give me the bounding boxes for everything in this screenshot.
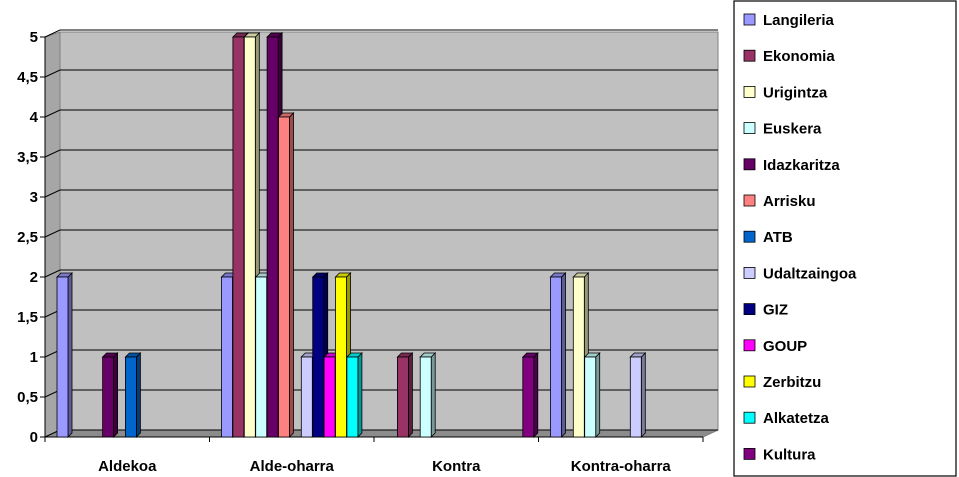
- legend-label: Langileria: [763, 12, 835, 29]
- legend-item: Ekonomia: [743, 48, 835, 65]
- legend-item: GOUP: [743, 338, 807, 355]
- x-category-label: Alde-oharra: [250, 458, 335, 475]
- legend-item: Urigintza: [743, 84, 828, 101]
- y-tick-label: 1,5: [17, 309, 38, 326]
- legend-swatch: [743, 86, 756, 98]
- y-tick-label: 5: [30, 29, 38, 46]
- legend-swatch: [743, 411, 756, 424]
- legend-swatch: [743, 194, 756, 207]
- y-tick-label: 1: [30, 349, 38, 366]
- legend-label: GIZ: [763, 302, 788, 319]
- legend-swatch: [743, 447, 756, 460]
- legend-swatch: [743, 339, 756, 352]
- x-category-label: Kontra-oharra: [571, 458, 672, 475]
- plot-area: [44, 29, 719, 438]
- legend-swatch: [743, 266, 756, 279]
- bar: [629, 352, 647, 438]
- legend-item: Euskera: [743, 121, 822, 138]
- legend-swatch: [743, 375, 756, 388]
- bar: [345, 352, 363, 438]
- legend-swatch: [743, 122, 756, 134]
- legend-label: Udaltzaingoa: [763, 265, 857, 282]
- y-tick-label: 2,5: [17, 229, 38, 246]
- gridline: [44, 109, 718, 118]
- y-tick-label: 2: [30, 269, 38, 286]
- bar: [277, 112, 295, 438]
- legend-label: Urigintza: [763, 84, 828, 101]
- legend-swatch: [743, 303, 756, 316]
- legend-label: Arrisku: [763, 193, 816, 210]
- legend-item: Langileria: [743, 12, 835, 29]
- legend-box: [733, 0, 957, 477]
- y-tick-label: 3: [30, 189, 38, 206]
- bar: [56, 272, 73, 438]
- bar: [521, 352, 539, 438]
- legend: Langileria Ekonomia Urigintza Euskera Idazka…: [733, 0, 957, 477]
- x-axis: Aldekoa Alde-oharra Kontra Kontra-oharra: [44, 436, 704, 475]
- legend-item: Alkatetza: [743, 410, 830, 427]
- legend-item: GIZ: [743, 302, 788, 319]
- bar: [419, 352, 437, 438]
- bar: [124, 352, 142, 438]
- gridline: [44, 149, 718, 158]
- gridline: [44, 189, 718, 198]
- legend-item: Idazkaritza: [743, 157, 840, 174]
- legend-label: Alkatetza: [763, 410, 830, 427]
- y-tick-label: 0: [30, 429, 38, 446]
- x-category-label: Kontra: [432, 458, 481, 475]
- back-wall: [59, 31, 719, 431]
- legend-label: Ekonomia: [763, 48, 835, 65]
- y-tick-label: 3,5: [17, 149, 38, 166]
- bars: [56, 32, 647, 438]
- y-tick-label: 4,5: [17, 69, 38, 86]
- legend-swatch: [743, 13, 756, 26]
- y-tick-label: 4: [30, 109, 39, 126]
- legend-item: Kultura: [743, 446, 816, 463]
- legend-label: Zerbitzu: [763, 374, 821, 391]
- legend-item: Zerbitzu: [743, 374, 821, 391]
- legend-label: ATB: [763, 229, 793, 246]
- legend-label: Kultura: [763, 446, 816, 463]
- legend-label: Idazkaritza: [763, 157, 840, 174]
- bar: [549, 272, 567, 438]
- x-category-label: Aldekoa: [98, 458, 157, 475]
- y-tick-label: 0,5: [17, 389, 38, 406]
- legend-label: GOUP: [763, 338, 807, 355]
- bar: [101, 352, 119, 438]
- floor: [44, 429, 719, 438]
- gridline: [44, 69, 718, 78]
- legend-item: Arrisku: [743, 193, 816, 210]
- legend-item: Udaltzaingoa: [743, 265, 857, 282]
- gridline: [44, 29, 718, 38]
- gridline: [44, 269, 718, 278]
- legend-swatch: [743, 158, 756, 171]
- bar: [396, 352, 414, 438]
- legend-swatch: [743, 230, 756, 243]
- y-axis: 0 0,5 1 1,5 2 2,5 3 3,5 4 4,5 5: [17, 29, 46, 446]
- legend-label: Euskera: [763, 121, 822, 138]
- legend-swatch: [743, 49, 756, 62]
- legend-item: ATB: [743, 229, 793, 246]
- gridline: [44, 229, 718, 238]
- bar: [583, 352, 601, 438]
